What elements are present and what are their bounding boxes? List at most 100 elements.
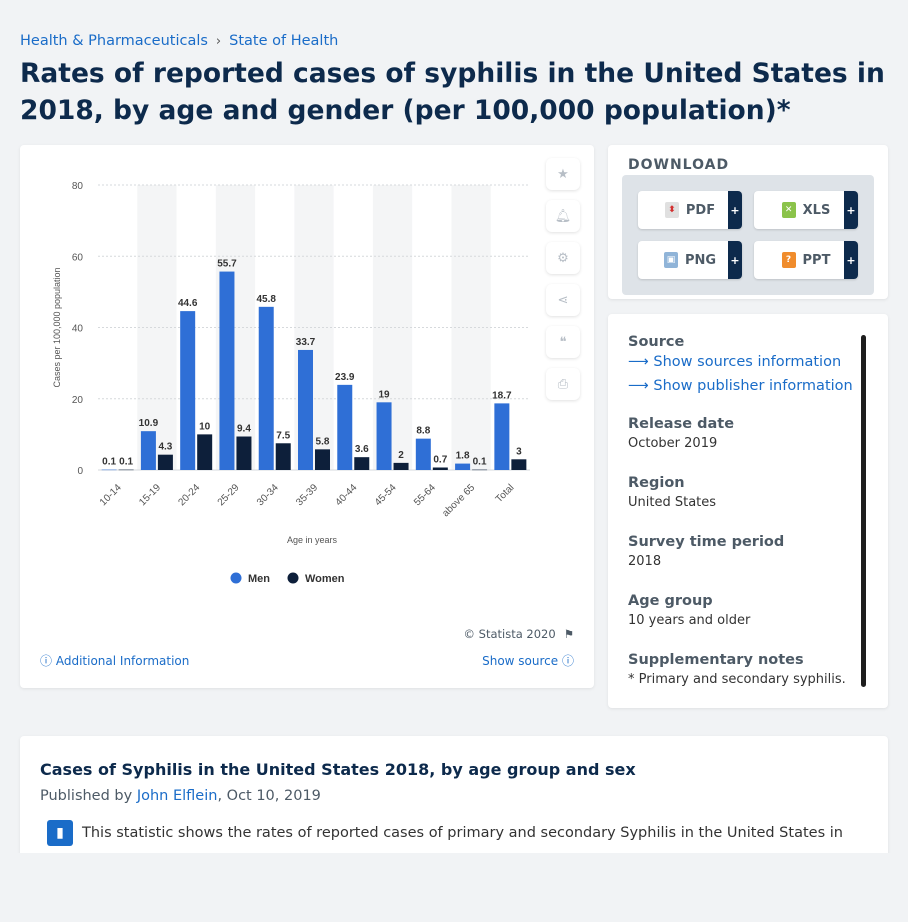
bar-men bbox=[219, 271, 235, 470]
x-tick-label: above 65 bbox=[440, 482, 477, 519]
data-label: 0.1 bbox=[119, 457, 133, 468]
print-button[interactable]: ⎙ bbox=[546, 368, 580, 400]
pdf-file-icon: ⬍ bbox=[664, 202, 679, 218]
y-tick-label: 60 bbox=[72, 252, 84, 263]
png-label: PNG bbox=[684, 252, 717, 268]
xls-file-icon: ✕ bbox=[781, 202, 796, 218]
show-source-link[interactable]: Show source ⓘ bbox=[482, 652, 574, 669]
xls-label: XLS bbox=[802, 202, 831, 218]
data-label: 23.9 bbox=[335, 372, 355, 383]
x-tick-label: 40-44 bbox=[334, 482, 360, 508]
show-sources-link[interactable]: ⟶ Show sources information bbox=[628, 354, 858, 370]
flag-icon[interactable]: ⚑ bbox=[563, 627, 574, 641]
plus-icon: + bbox=[844, 191, 858, 229]
page-footer bbox=[0, 853, 908, 922]
y-tick-label: 40 bbox=[72, 324, 84, 335]
bar-men bbox=[494, 403, 510, 470]
info-card: Source ⟶ Show sources information ⟶ Show… bbox=[608, 314, 888, 708]
release-date-value: October 2019 bbox=[628, 436, 718, 451]
legend-label: Men bbox=[248, 573, 270, 585]
bar-women bbox=[197, 434, 213, 470]
plus-icon: + bbox=[844, 241, 858, 279]
data-label: 5.8 bbox=[316, 436, 330, 447]
arrow-right-icon: ⟶ bbox=[628, 354, 654, 370]
source-info: Source ⟶ Show sources information ⟶ Show… bbox=[628, 334, 858, 711]
ppt-label: PPT bbox=[802, 252, 831, 268]
supplementary-notes-value: * Primary and secondary syphilis. bbox=[628, 672, 846, 687]
published-by-label: Published by bbox=[40, 788, 133, 804]
survey-period-label: Survey time period bbox=[628, 534, 785, 550]
show-source-label: Show source bbox=[482, 654, 559, 668]
region-value: United States bbox=[628, 495, 717, 510]
data-label: 19 bbox=[378, 389, 390, 400]
bar-men bbox=[455, 463, 471, 470]
published-by: Published by John Elflein, Oct 10, 2019 bbox=[40, 788, 321, 804]
gear-icon: ⚙ bbox=[557, 250, 569, 266]
breadcrumb-item-state-of-health[interactable]: State of Health bbox=[229, 33, 339, 49]
bar-women bbox=[472, 469, 488, 471]
statistic-icon: ▮ bbox=[47, 820, 73, 846]
age-group-label: Age group bbox=[628, 593, 713, 609]
x-tick-label: 30-34 bbox=[255, 482, 281, 508]
data-label: 2 bbox=[398, 450, 404, 461]
data-label: 10 bbox=[199, 421, 211, 432]
breadcrumb-item-health[interactable]: Health & Pharmaceuticals bbox=[20, 33, 208, 49]
download-png-button[interactable]: ▣ PNG + bbox=[638, 241, 742, 279]
region-label: Region bbox=[628, 475, 685, 491]
bar-women bbox=[511, 459, 527, 470]
additional-information-label: Additional Information bbox=[55, 654, 190, 668]
arrow-right-icon: ⟶ bbox=[628, 378, 654, 394]
legend-label: Women bbox=[305, 573, 345, 585]
data-label: 45.8 bbox=[256, 294, 276, 305]
download-pdf-button[interactable]: ⬍ PDF + bbox=[638, 191, 742, 229]
share-button[interactable]: ⋖ bbox=[546, 284, 580, 316]
page-title: Rates of reported cases of syphilis in t… bbox=[20, 58, 885, 126]
x-tick-label: 25-29 bbox=[216, 482, 242, 508]
author-link[interactable]: John Elflein bbox=[136, 788, 218, 804]
ppt-file-icon: ? bbox=[781, 252, 796, 268]
data-label: 0.1 bbox=[473, 457, 487, 468]
bar-women bbox=[236, 436, 252, 470]
bar-men bbox=[101, 469, 117, 471]
info-scrollbar[interactable] bbox=[861, 335, 866, 687]
pdf-label: PDF bbox=[685, 202, 716, 218]
notification-button[interactable]: 🔔︎ bbox=[546, 200, 580, 232]
chart-card: 0 20 40 60 80 Cases per 100,000 population 0.1… bbox=[20, 145, 594, 688]
bar-chart: 0 20 40 60 80 Cases per 100,000 population 0.1… bbox=[52, 181, 530, 585]
y-tick-label: 0 bbox=[77, 466, 83, 477]
download-xls-button[interactable]: ✕ XLS + bbox=[754, 191, 858, 229]
y-tick-label: 80 bbox=[72, 181, 84, 192]
y-tick-label: 20 bbox=[72, 395, 84, 406]
bar-men bbox=[337, 384, 353, 470]
download-ppt-button[interactable]: ? PPT + bbox=[754, 241, 858, 279]
x-tick-label: 20-24 bbox=[176, 482, 202, 508]
info-icon: ⓘ bbox=[40, 654, 53, 668]
plus-icon: + bbox=[728, 191, 742, 229]
favorite-button[interactable]: ★ bbox=[546, 158, 580, 190]
x-tick-label: 35-39 bbox=[294, 482, 320, 508]
quote-icon: ❝ bbox=[559, 334, 567, 350]
breadcrumb-separator: › bbox=[215, 33, 222, 49]
printer-icon: ⎙ bbox=[557, 376, 569, 392]
data-label: 55.7 bbox=[217, 259, 237, 270]
bar-men bbox=[415, 438, 431, 470]
copyright: © Statista 2020 ⚑ bbox=[464, 627, 575, 641]
cite-button[interactable]: ❝ bbox=[546, 326, 580, 358]
bar-women bbox=[354, 457, 370, 470]
bar-women bbox=[393, 462, 409, 470]
data-label: 9.4 bbox=[237, 424, 251, 435]
x-tick-label: 55-64 bbox=[412, 482, 438, 508]
data-label: 0.1 bbox=[102, 457, 116, 468]
data-label: 44.6 bbox=[178, 298, 198, 309]
star-icon: ★ bbox=[557, 166, 569, 182]
data-label: 33.7 bbox=[296, 337, 316, 348]
publish-date: , Oct 10, 2019 bbox=[217, 788, 321, 804]
additional-information-link[interactable]: ⓘ Additional Information bbox=[40, 652, 189, 669]
settings-button[interactable]: ⚙ bbox=[546, 242, 580, 274]
bar-men bbox=[376, 402, 392, 470]
supplementary-notes-label: Supplementary notes bbox=[628, 652, 804, 668]
plus-icon: + bbox=[728, 241, 742, 279]
bar-men bbox=[180, 311, 196, 470]
share-icon: ⋖ bbox=[557, 292, 569, 308]
show-publisher-link[interactable]: ⟶ Show publisher information bbox=[628, 378, 858, 394]
